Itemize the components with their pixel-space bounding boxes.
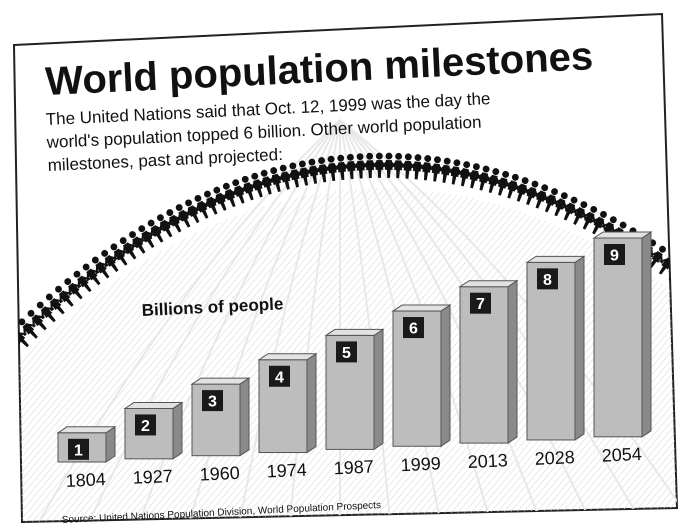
value-label-box-1974 [269, 365, 290, 387]
bar-top-1999 [391, 304, 452, 312]
value-label-box-1804 [68, 438, 89, 460]
x-tick-1960: 1960 [199, 463, 240, 485]
value-label-1804: 1 [74, 442, 83, 459]
bar-top-1974 [257, 353, 318, 361]
bars-group: 1 2 3 4 5 6 7 8 9 [56, 231, 653, 463]
value-label-box-1987 [336, 341, 357, 363]
bar-side-1999 [440, 304, 451, 448]
x-tick-2028: 2028 [534, 447, 575, 469]
value-label-2054: 9 [610, 248, 619, 265]
bar-side-1927 [172, 401, 183, 460]
bar-top-2054 [592, 231, 653, 239]
value-label-box-1999 [403, 317, 424, 339]
value-label-1960: 3 [208, 394, 217, 411]
x-tick-1999: 1999 [400, 453, 441, 475]
bar-side-2054 [641, 231, 652, 438]
value-label-box-2028 [537, 268, 558, 290]
value-label-2013: 7 [476, 296, 485, 313]
value-label-1927: 2 [141, 418, 150, 435]
value-label-box-2054 [604, 244, 625, 266]
x-tick-1974: 1974 [266, 460, 307, 482]
bar-top-2013 [458, 280, 519, 288]
value-label-box-2013 [470, 292, 491, 314]
value-label-box-1927 [135, 414, 156, 436]
value-label-box-1960 [202, 390, 223, 412]
value-label-2028: 8 [543, 272, 552, 289]
x-tick-1987: 1987 [333, 456, 374, 478]
x-tick-2013: 2013 [467, 450, 508, 472]
value-label-1974: 4 [275, 369, 284, 386]
bar-top-1960 [190, 377, 251, 385]
x-tick-2054: 2054 [601, 444, 642, 466]
bar-side-2013 [507, 279, 518, 445]
x-tick-labels: 1804 1927 1960 1974 1987 1999 2013 2028 2054 [65, 444, 642, 491]
bar-top-2028 [525, 255, 586, 263]
value-label-1987: 5 [342, 345, 351, 362]
bar-2054 [593, 237, 643, 438]
person-figure [672, 262, 677, 293]
bar-side-1960 [239, 377, 250, 457]
x-tick-1927: 1927 [132, 466, 173, 488]
bar-top-1927 [123, 401, 184, 409]
value-label-1999: 6 [409, 321, 418, 338]
bar-2028 [526, 261, 576, 441]
x-tick-1804: 1804 [65, 469, 106, 491]
bar-side-2028 [574, 255, 585, 441]
bar-side-1987 [373, 328, 384, 451]
bar-top-1987 [324, 328, 385, 336]
bar-side-1974 [306, 352, 317, 454]
bar-top-1804 [56, 426, 117, 434]
